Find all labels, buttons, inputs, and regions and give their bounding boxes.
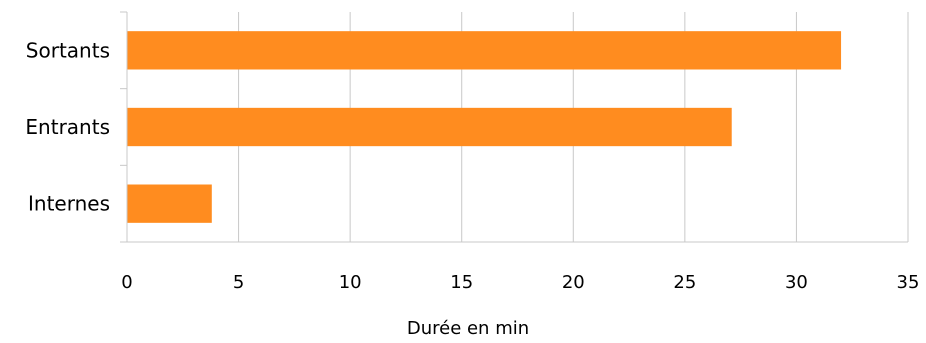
- axes: [120, 11, 908, 243]
- x-tick-label: 35: [897, 272, 920, 293]
- x-tick-label: 5: [233, 272, 244, 293]
- y-category-label: Entrants: [25, 115, 110, 139]
- x-tick-label: 15: [450, 272, 473, 293]
- x-tick-label: 0: [121, 272, 132, 293]
- bars: [127, 31, 842, 223]
- x-tick-label: 20: [562, 272, 585, 293]
- bar-entrants: [127, 107, 732, 147]
- x-tick-label: 25: [673, 272, 696, 293]
- bar-sortants: [127, 31, 842, 70]
- y-category-label: Internes: [28, 192, 110, 216]
- bar-internes: [127, 184, 212, 223]
- y-category-label: Sortants: [26, 38, 110, 62]
- x-tick-label: 10: [339, 272, 362, 293]
- x-axis-title: Durée en min: [407, 318, 529, 339]
- x-tick-label: 30: [785, 272, 808, 293]
- labels: 0 5 10 15 20 25 30 35 Sortants Entrants Internes: [25, 38, 919, 293]
